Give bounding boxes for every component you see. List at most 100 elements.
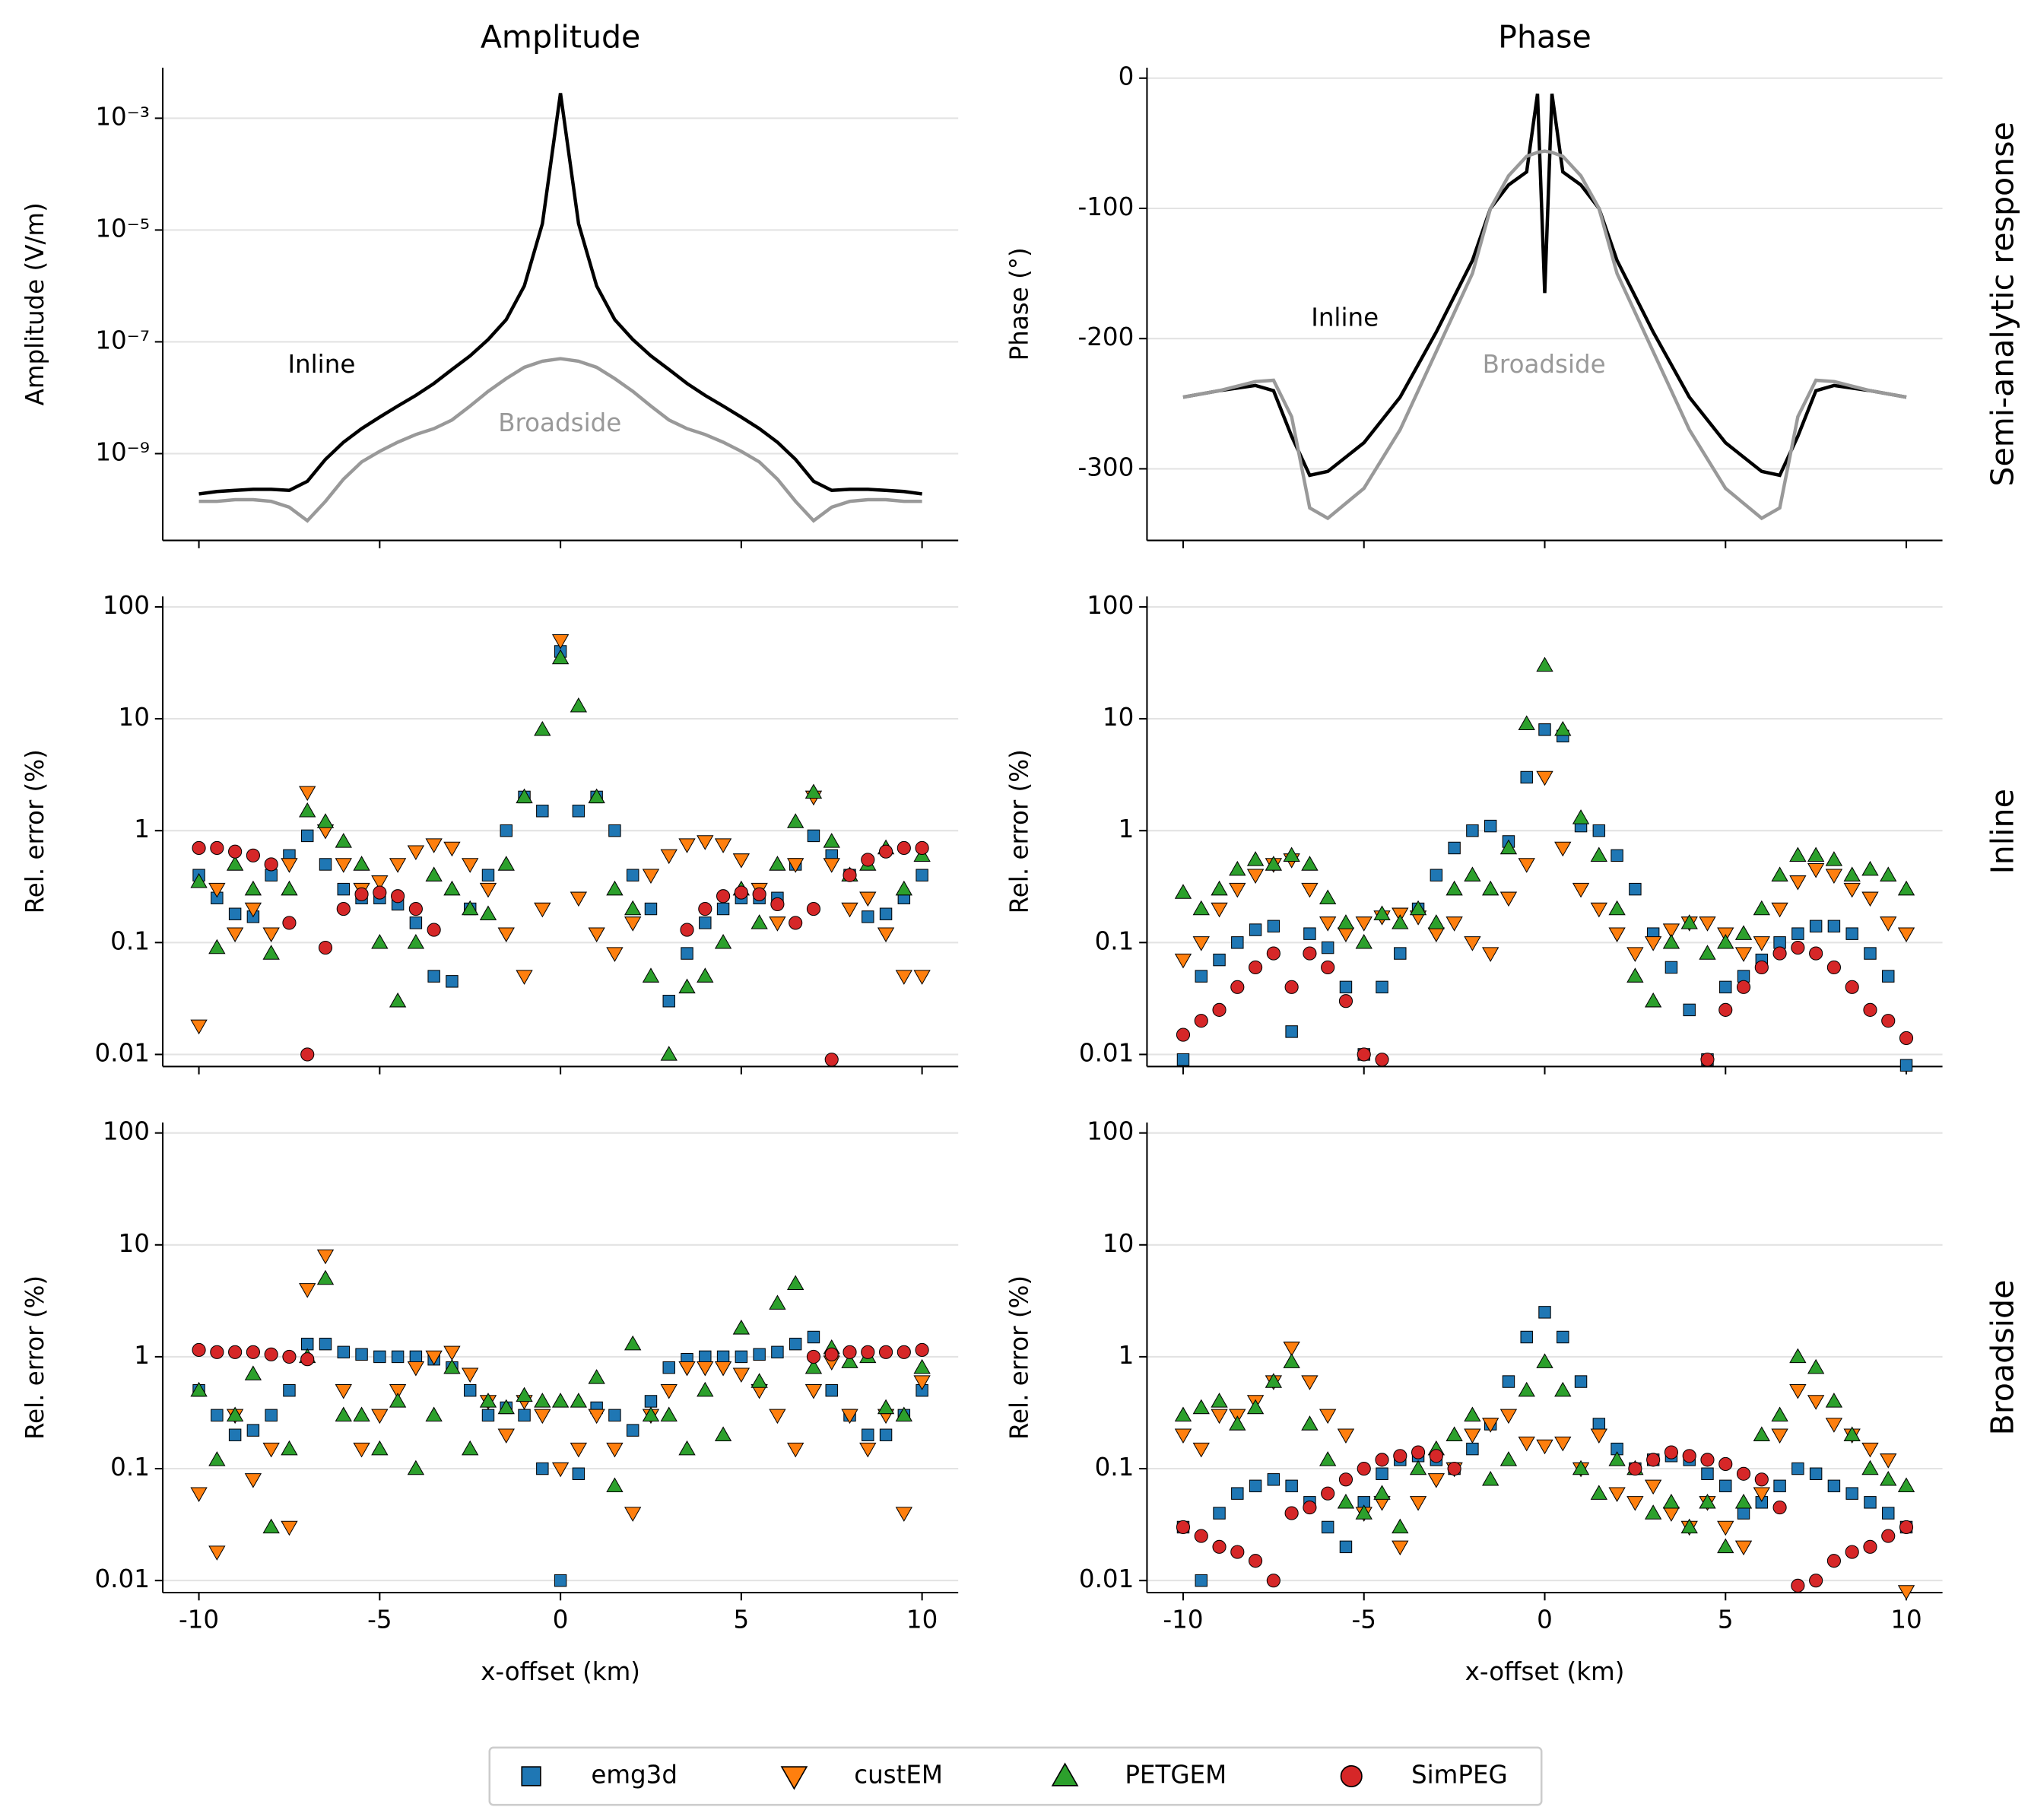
point bbox=[1265, 1373, 1283, 1388]
point bbox=[407, 1459, 425, 1475]
point bbox=[1863, 1539, 1877, 1554]
point bbox=[807, 829, 820, 843]
point bbox=[500, 824, 513, 837]
point bbox=[1789, 1383, 1807, 1399]
point bbox=[1301, 1415, 1319, 1431]
point bbox=[770, 897, 785, 912]
x-tick-label: -10 bbox=[179, 1606, 219, 1634]
point bbox=[606, 1442, 624, 1458]
point bbox=[1753, 900, 1770, 916]
point bbox=[841, 902, 858, 918]
point bbox=[1482, 1418, 1499, 1433]
point bbox=[1897, 1585, 1915, 1600]
point bbox=[551, 1393, 570, 1408]
line-label: Broadside bbox=[498, 408, 621, 437]
point bbox=[896, 1345, 911, 1359]
point bbox=[265, 1409, 278, 1422]
point bbox=[1212, 1539, 1227, 1554]
point bbox=[1176, 1053, 1190, 1066]
point bbox=[371, 1409, 389, 1425]
point bbox=[825, 1383, 838, 1397]
x-tick-label: -10 bbox=[1163, 1606, 1203, 1634]
point bbox=[1192, 936, 1210, 951]
point bbox=[1249, 923, 1262, 936]
point bbox=[1807, 846, 1825, 862]
point bbox=[678, 1361, 696, 1377]
point bbox=[1680, 1518, 1698, 1534]
point bbox=[1644, 1479, 1662, 1495]
point bbox=[1771, 902, 1788, 918]
point bbox=[462, 1367, 479, 1383]
point bbox=[787, 1275, 804, 1291]
point bbox=[1809, 1467, 1823, 1480]
point bbox=[1230, 980, 1245, 994]
point bbox=[281, 858, 298, 873]
point bbox=[895, 1507, 912, 1522]
point bbox=[1809, 1574, 1823, 1588]
point bbox=[462, 1440, 479, 1456]
y-tick-label: 10 bbox=[119, 1229, 150, 1258]
point bbox=[877, 927, 895, 942]
point bbox=[1321, 960, 1335, 975]
point bbox=[425, 838, 443, 853]
point bbox=[244, 880, 262, 896]
point bbox=[877, 1399, 895, 1415]
point bbox=[789, 1337, 802, 1351]
point bbox=[662, 1361, 675, 1374]
point bbox=[1321, 1486, 1335, 1501]
point bbox=[1231, 1487, 1244, 1500]
point bbox=[1195, 1574, 1207, 1587]
point bbox=[226, 1406, 244, 1422]
point bbox=[642, 1406, 660, 1422]
point bbox=[244, 902, 262, 918]
point bbox=[1392, 914, 1409, 929]
point bbox=[443, 841, 461, 857]
point bbox=[353, 856, 370, 871]
point bbox=[190, 1019, 208, 1035]
point bbox=[823, 858, 840, 873]
point bbox=[1809, 920, 1823, 933]
y-tick-label: 1 bbox=[1119, 1341, 1135, 1370]
point bbox=[211, 1409, 224, 1422]
point bbox=[1734, 925, 1753, 940]
point bbox=[1771, 866, 1788, 881]
y-tick-label: 10⁻⁵ bbox=[95, 214, 150, 243]
point bbox=[895, 970, 912, 985]
point bbox=[1861, 1459, 1879, 1475]
point bbox=[1447, 1461, 1461, 1476]
point bbox=[787, 858, 804, 873]
point bbox=[624, 900, 642, 916]
point bbox=[570, 1442, 588, 1458]
point bbox=[1319, 1409, 1337, 1425]
point bbox=[716, 902, 730, 916]
point bbox=[264, 857, 278, 872]
point bbox=[443, 880, 461, 896]
point bbox=[1392, 1540, 1409, 1556]
line-label: Inline bbox=[287, 350, 355, 379]
legend-marker bbox=[1051, 1762, 1079, 1787]
y-axis-label: Rel. error (%) bbox=[1004, 1275, 1033, 1440]
point bbox=[769, 1294, 786, 1310]
point bbox=[1174, 953, 1192, 969]
point bbox=[1717, 1520, 1734, 1536]
point bbox=[1285, 1479, 1298, 1493]
point bbox=[1249, 1479, 1262, 1493]
legend-marker bbox=[1340, 1764, 1363, 1787]
point bbox=[572, 805, 585, 818]
point bbox=[1789, 875, 1807, 891]
y-tick-label: 100 bbox=[1087, 1117, 1134, 1146]
point bbox=[1338, 1472, 1353, 1487]
point bbox=[824, 1347, 839, 1361]
point bbox=[1355, 934, 1373, 949]
point bbox=[301, 829, 314, 843]
point bbox=[1754, 960, 1769, 975]
point bbox=[1590, 1485, 1607, 1500]
y-tick-label: 0.01 bbox=[1079, 1564, 1134, 1593]
point bbox=[1429, 1449, 1443, 1463]
point bbox=[1212, 1002, 1227, 1017]
point bbox=[896, 840, 911, 856]
point bbox=[1301, 856, 1319, 871]
point bbox=[1482, 880, 1499, 896]
point bbox=[1897, 880, 1915, 896]
